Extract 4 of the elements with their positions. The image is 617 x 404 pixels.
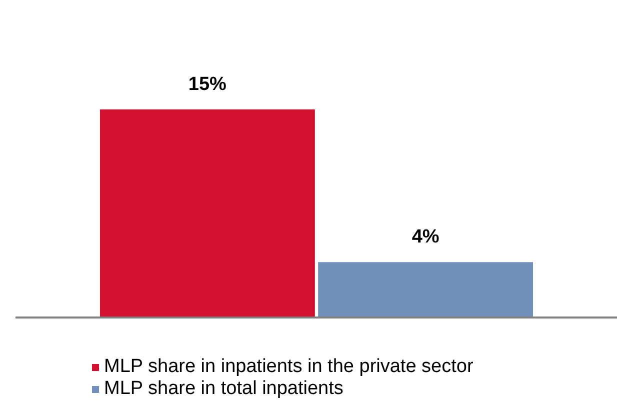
legend-label: MLP share in total inpatients	[104, 378, 344, 400]
legend-label: MLP share in inpatients in the private sector	[104, 356, 474, 378]
data-label: 4%	[412, 226, 440, 248]
data-label: 15%	[188, 74, 227, 95]
